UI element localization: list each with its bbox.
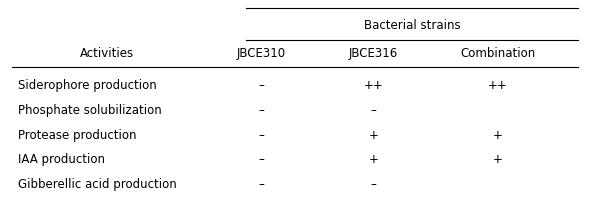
Text: –: – [258,79,264,92]
Text: IAA production: IAA production [18,153,105,166]
Text: –: – [258,129,264,142]
Text: –: – [258,104,264,117]
Text: Activities: Activities [79,47,134,60]
Text: +: + [369,129,378,142]
Text: Phosphate solubilization: Phosphate solubilization [18,104,161,117]
Text: –: – [258,178,264,191]
Text: Bacterial strains: Bacterial strains [364,19,460,32]
Text: +: + [493,129,503,142]
Text: Protease production: Protease production [18,129,136,142]
Text: Gibberellic acid production: Gibberellic acid production [18,178,177,191]
Text: ++: ++ [488,79,508,92]
Text: –: – [371,178,377,191]
Text: Siderophore production: Siderophore production [18,79,157,92]
Text: +: + [493,153,503,166]
Text: JBCE316: JBCE316 [349,47,398,60]
Text: –: – [258,153,264,166]
Text: +: + [369,153,378,166]
Text: –: – [371,104,377,117]
Text: Combination: Combination [461,47,535,60]
Text: JBCE310: JBCE310 [237,47,285,60]
Text: ++: ++ [364,79,384,92]
